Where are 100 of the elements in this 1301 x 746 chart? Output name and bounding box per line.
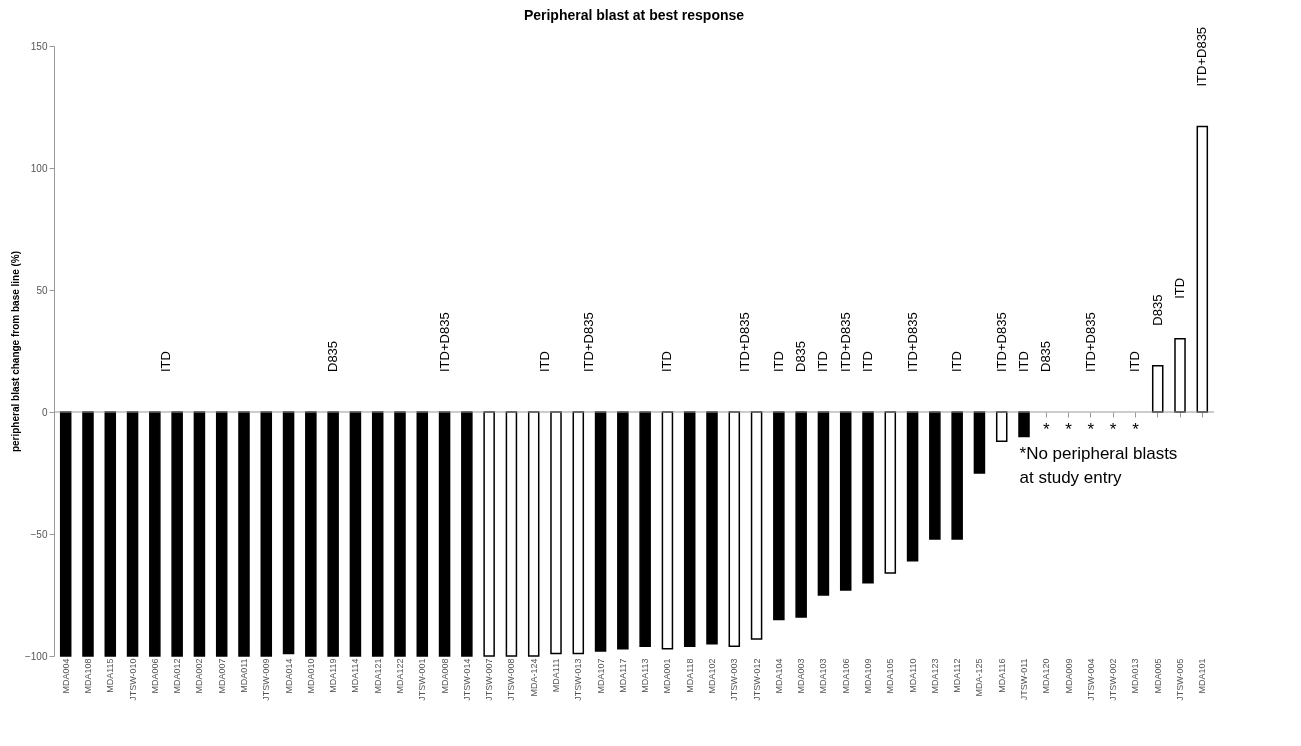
bar	[104, 411, 117, 657]
x-tick-label: MDA-125	[974, 658, 985, 697]
annotation: ITD	[1016, 351, 1032, 372]
bar	[1018, 411, 1030, 438]
x-tick-label: MDA012	[172, 658, 183, 694]
x-tick-label: MDA108	[82, 658, 93, 694]
bar	[438, 411, 451, 657]
x-tick-label: JTSW-001	[417, 658, 428, 701]
bar	[238, 411, 250, 657]
annotation: D835	[1038, 340, 1054, 372]
x-tick-label: MDA014	[283, 658, 294, 694]
bar	[82, 411, 94, 657]
annotation: ITD	[860, 351, 876, 372]
x-tick-label: MDA111	[551, 658, 561, 693]
y-tick-label: 100	[30, 162, 48, 174]
x-tick-label: MDA115	[105, 658, 116, 693]
bar	[550, 411, 562, 655]
x-tick-label: MDA002	[194, 658, 205, 694]
x-tick-label: MDA105	[885, 658, 896, 694]
bar	[260, 411, 273, 657]
x-tick-label: MDA117	[617, 658, 628, 693]
annotation: *	[1042, 420, 1050, 439]
bar	[973, 411, 986, 474]
x-tick-label: MDA121	[372, 658, 383, 694]
bar	[1151, 364, 1164, 413]
annotation: ITD	[1127, 351, 1143, 372]
x-tick-label: JTSW-002	[1108, 658, 1119, 701]
x-tick-label: MDA110	[907, 658, 918, 693]
bar	[572, 411, 585, 655]
x-tick-label: MDA104	[773, 658, 784, 694]
bar	[884, 411, 897, 574]
bar	[527, 411, 540, 657]
annotation: *	[1065, 420, 1073, 439]
x-tick-label: MDA109	[863, 658, 874, 694]
x-tick-label: MDA006	[149, 658, 160, 694]
x-tick-label: JTSW-009	[261, 658, 272, 701]
x-tick-label: MDA120	[1041, 658, 1052, 694]
annotation: ITD+D835	[993, 312, 1009, 372]
x-tick-label: MDA001	[662, 658, 673, 694]
x-tick-label: JTSW-007	[484, 658, 495, 701]
y-axis-title: peripheral blast change from base line (%)	[9, 250, 21, 453]
x-tick-label: MDA013	[1130, 658, 1141, 694]
annotation: ITD	[659, 351, 675, 372]
bar	[706, 411, 718, 645]
annotation: D835	[1149, 294, 1165, 326]
annotation: D835	[325, 340, 341, 372]
x-tick-label: JTSW-003	[729, 658, 740, 701]
y-tick-label: 50	[36, 284, 48, 296]
bar	[795, 411, 807, 618]
bar	[862, 411, 874, 584]
bar	[951, 411, 963, 540]
bar	[215, 411, 228, 657]
x-tick-label: MDA119	[328, 658, 339, 693]
annotation: ITD	[157, 351, 173, 372]
bar	[594, 411, 607, 652]
x-tick-label: MDA007	[216, 658, 227, 694]
bar	[305, 411, 317, 657]
y-tick-label: −50	[30, 528, 48, 540]
x-tick-label: MDA004	[60, 658, 71, 694]
x-tick-label: MDA005	[1152, 658, 1163, 694]
x-tick-label: MDA003	[796, 658, 807, 694]
annotation: ITD+D835	[1194, 26, 1210, 87]
x-tick-label: MDA113	[640, 658, 651, 693]
annotation: ITD+D835	[436, 312, 452, 372]
bar	[461, 411, 473, 657]
x-tick-label: JTSW-014	[461, 658, 472, 701]
x-tick-label: MDA008	[439, 658, 450, 694]
bar	[617, 411, 629, 650]
annotation: ITD+D835	[737, 312, 753, 372]
bar	[282, 411, 295, 655]
annotation: *	[1109, 420, 1117, 439]
bar	[683, 411, 696, 647]
annotation: *No peripheral blasts at study entry	[1019, 444, 1178, 488]
bar	[371, 411, 384, 657]
bar	[929, 411, 941, 540]
y-tick-label: −100	[24, 650, 48, 662]
bar	[126, 411, 139, 657]
bar	[59, 411, 72, 657]
annotation: D835	[793, 340, 809, 372]
x-tick-label: MDA009	[1063, 658, 1074, 694]
bar	[661, 411, 674, 650]
bar	[149, 411, 161, 657]
bar	[906, 411, 919, 562]
bar	[483, 411, 495, 657]
x-tick-label: MDA103	[818, 658, 829, 694]
chart-title: Peripheral blast at best response	[523, 6, 745, 23]
annotation: ITD	[770, 351, 786, 372]
x-tick-label: MDA118	[684, 658, 695, 693]
bar	[728, 411, 741, 647]
annotation: *	[1132, 420, 1140, 439]
bar	[773, 411, 785, 621]
x-tick-label: MDA101	[1197, 658, 1208, 694]
x-tick-label: JTSW-012	[751, 658, 762, 701]
x-tick-label: JTSW-013	[573, 658, 584, 701]
x-tick-label: MDA112	[952, 658, 963, 693]
annotation: ITD+D835	[904, 312, 920, 372]
x-tick-label: MDA010	[305, 658, 316, 694]
bar	[995, 411, 1008, 443]
annotation: ITD+D835	[1082, 312, 1098, 372]
bar	[817, 411, 830, 596]
